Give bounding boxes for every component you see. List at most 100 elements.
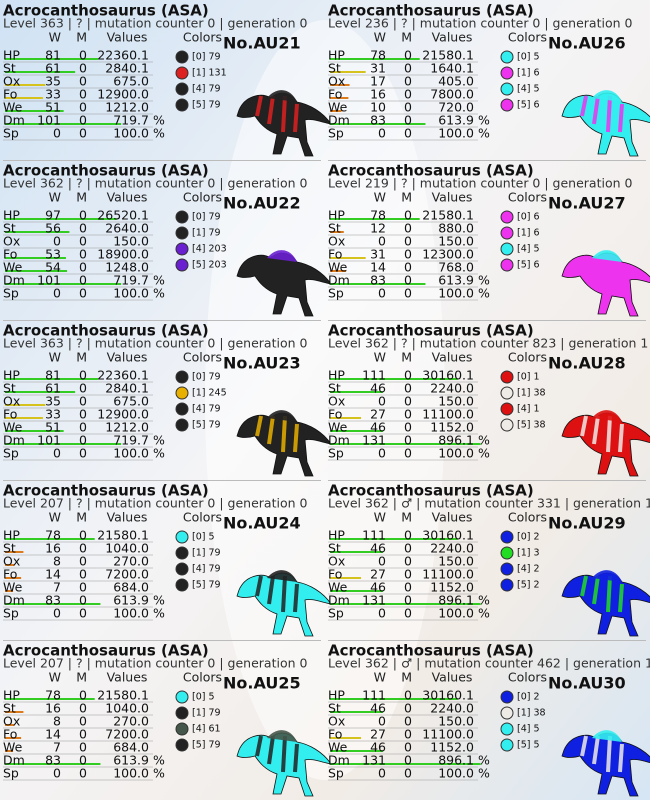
stat-value: 12900.0 bbox=[97, 407, 149, 422]
stat-unit: % bbox=[153, 753, 165, 768]
stat-name: Ox bbox=[3, 394, 20, 409]
stat-name: Ox bbox=[328, 714, 345, 729]
stat-mutated: 0 bbox=[404, 407, 412, 422]
stat-name: St bbox=[3, 381, 16, 396]
stat-name: Fo bbox=[328, 567, 342, 582]
stat-value: 12900.0 bbox=[97, 87, 149, 102]
stat-mutated: 0 bbox=[404, 528, 412, 543]
color-label: [1] 79 bbox=[192, 548, 221, 559]
stat-bar bbox=[330, 97, 349, 99]
creature-pattern bbox=[618, 263, 624, 293]
stat-bar bbox=[5, 58, 99, 60]
stat-bar bbox=[5, 257, 66, 259]
stat-bar bbox=[330, 443, 481, 445]
stat-name: We bbox=[328, 420, 348, 435]
column-header: Values bbox=[107, 510, 148, 525]
stat-bar bbox=[330, 538, 458, 540]
card-subtitle: Level 362 | ♂ | mutation counter 462 | g… bbox=[328, 656, 650, 671]
stat-name: Ox bbox=[3, 554, 20, 569]
color-swatch bbox=[175, 50, 189, 64]
stat-bar bbox=[5, 417, 43, 419]
stat-name: HP bbox=[328, 368, 345, 383]
stat-mutated: 0 bbox=[404, 580, 412, 595]
color-label: [1] 3 bbox=[517, 548, 540, 559]
stat-name: St bbox=[328, 541, 341, 556]
stat-mutated: 0 bbox=[404, 286, 412, 301]
stat-mutated: 0 bbox=[404, 126, 412, 141]
stat-mutated: 0 bbox=[404, 433, 412, 448]
creature-pattern bbox=[580, 415, 588, 437]
stat-name: We bbox=[3, 420, 23, 435]
stat-wild: 101 bbox=[37, 433, 61, 448]
stat-name: St bbox=[3, 541, 16, 556]
card-subtitle: Level 207 | ? | mutation counter 0 | gen… bbox=[3, 496, 307, 511]
stat-mutated: 0 bbox=[404, 420, 412, 435]
creature-image bbox=[236, 730, 332, 797]
creature-sail bbox=[267, 570, 297, 582]
stat-wild: 27 bbox=[370, 407, 386, 422]
color-label: [0] 5 bbox=[517, 52, 540, 63]
stat-mutated: 0 bbox=[404, 87, 412, 102]
stat-mutated: 0 bbox=[79, 606, 87, 621]
stat-wild: 0 bbox=[53, 234, 61, 249]
stat-wild: 8 bbox=[53, 714, 61, 729]
column-header: W bbox=[374, 190, 386, 205]
stat-mutated: 0 bbox=[79, 221, 87, 236]
card-title: Acrocanthosaurus (ASA) bbox=[328, 322, 534, 340]
creature-sail bbox=[592, 730, 622, 742]
stat-name: Ox bbox=[3, 74, 20, 89]
creature-id: No.AU29 bbox=[548, 514, 626, 533]
creature-pattern bbox=[255, 735, 263, 757]
stat-name: We bbox=[328, 580, 348, 595]
stat-value: 719.7 bbox=[113, 433, 149, 448]
column-header: W bbox=[49, 30, 61, 45]
stat-unit: % bbox=[478, 433, 490, 448]
creature-pattern bbox=[255, 415, 263, 437]
stat-mutated: 0 bbox=[404, 74, 412, 89]
stat-bar bbox=[330, 84, 350, 86]
column-header: W bbox=[374, 350, 386, 365]
stat-mutated: 0 bbox=[79, 753, 87, 768]
stat-name: Ox bbox=[328, 74, 345, 89]
stat-mutated: 0 bbox=[404, 714, 412, 729]
stat-name: Fo bbox=[3, 567, 17, 582]
color-swatch bbox=[175, 418, 189, 432]
column-header: W bbox=[374, 510, 386, 525]
stat-value: 896.1 bbox=[438, 593, 474, 608]
creature-id: No.AU30 bbox=[548, 674, 626, 693]
creature-image bbox=[561, 570, 650, 637]
color-label: [1] 79 bbox=[192, 228, 221, 239]
creature-image bbox=[561, 410, 650, 477]
stat-name: HP bbox=[3, 528, 20, 543]
column-header: M bbox=[76, 510, 87, 525]
column-header: Values bbox=[432, 350, 473, 365]
color-swatch bbox=[175, 66, 189, 80]
column-header: Colors bbox=[183, 30, 222, 45]
stat-value: 1152.0 bbox=[430, 580, 474, 595]
creature-id: No.AU23 bbox=[223, 354, 301, 373]
stat-wild: 46 bbox=[370, 541, 386, 556]
color-swatch bbox=[175, 210, 189, 224]
card-subtitle: Level 362 | ? | mutation counter 0 | gen… bbox=[3, 176, 307, 191]
stat-wild: 78 bbox=[45, 528, 61, 543]
stat-mutated: 0 bbox=[79, 381, 87, 396]
stat-value: 1212.0 bbox=[105, 100, 149, 115]
color-label: [5] 2 bbox=[517, 580, 540, 591]
color-label: [5] 79 bbox=[192, 740, 221, 751]
card-title: Acrocanthosaurus (ASA) bbox=[328, 482, 534, 500]
stat-name: Sp bbox=[328, 286, 344, 301]
color-swatch bbox=[175, 242, 189, 256]
stat-mutated: 0 bbox=[404, 208, 412, 223]
stat-unit: % bbox=[153, 433, 165, 448]
stat-unit: % bbox=[478, 753, 490, 768]
creature-pattern bbox=[293, 423, 299, 453]
color-swatch bbox=[175, 402, 189, 416]
stat-value: 150.0 bbox=[438, 714, 474, 729]
color-label: [0] 5 bbox=[192, 532, 215, 543]
stat-wild: 83 bbox=[370, 113, 386, 128]
stat-name: St bbox=[328, 221, 341, 236]
card-title: Acrocanthosaurus (ASA) bbox=[3, 322, 209, 340]
stat-value: 719.7 bbox=[113, 113, 149, 128]
color-label: [0] 79 bbox=[192, 212, 221, 223]
stat-value: 2840.1 bbox=[105, 381, 149, 396]
